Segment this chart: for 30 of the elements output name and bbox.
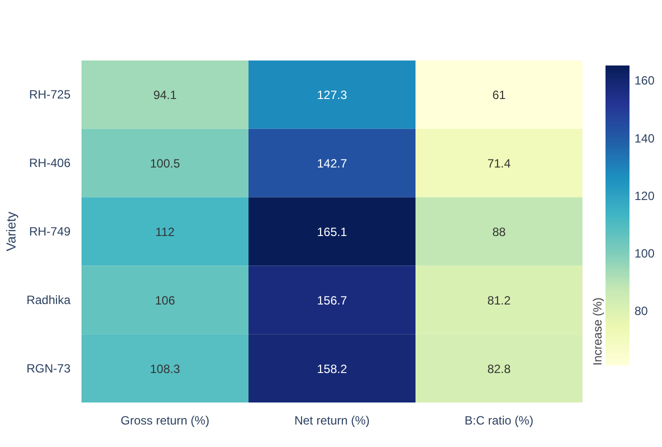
y-tick-label: RH-725 (29, 88, 71, 102)
color-bar-label: 80 (634, 304, 648, 318)
data-label: 127.3 (316, 88, 348, 102)
y-tick-label: RH-406 (29, 156, 71, 170)
color-bar-label: 140 (634, 131, 655, 146)
data-label: 106 (154, 293, 176, 308)
color-bar-label: 100 (634, 246, 655, 261)
color-bar-label: 120 (634, 188, 655, 203)
x-tick-label: B:C ratio (%) (464, 414, 534, 428)
data-label: 142.7 (316, 156, 348, 171)
y-tick-label: RH-749 (29, 224, 71, 238)
data-label: 81.2 (487, 293, 512, 308)
data-label: 165.1 (316, 225, 348, 239)
y-tick-label: Radhika (26, 292, 71, 307)
color-bar-title: Increase (%) (590, 297, 604, 366)
data-label: 112 (155, 225, 175, 239)
x-tick-label: Gross return (%) (120, 414, 210, 428)
data-label: 71.4 (487, 156, 512, 171)
data-label: 158.2 (316, 362, 348, 376)
data-label: 61 (492, 88, 506, 102)
x-tick-label: Net return (%) (294, 414, 370, 428)
color-bar-label: 160 (634, 74, 655, 88)
data-label: 156.7 (316, 293, 348, 308)
data-label: 94.1 (153, 88, 178, 102)
data-label: 88 (492, 225, 506, 239)
data-label: 100.5 (150, 156, 180, 171)
y-tick-label: RGN-73 (26, 361, 71, 376)
data-label: 108.3 (150, 362, 180, 376)
y-axis-title: Variety (3, 211, 18, 252)
data-label: 82.8 (487, 362, 512, 376)
